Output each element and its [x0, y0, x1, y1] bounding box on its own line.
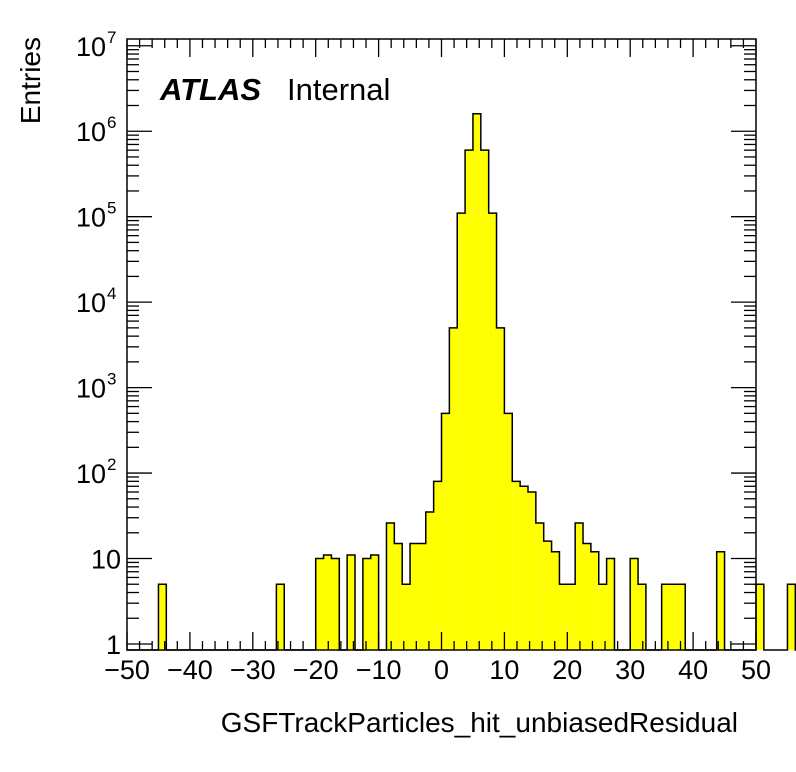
y-tick-base: 1	[106, 630, 121, 660]
y-tick-label: 10 6	[76, 113, 117, 147]
histogram-bar	[465, 150, 473, 650]
x-tick-label: 40	[678, 655, 708, 685]
x-axis-tick-labels: −50 −40 −30 −20 −10 0 10 20 30 40 50	[104, 655, 771, 685]
atlas-label: ATLAS	[159, 72, 261, 107]
y-tick-exponent: 6	[107, 113, 116, 132]
histogram-bar	[669, 584, 678, 650]
histogram-bar	[394, 543, 403, 650]
histogram-bar	[496, 327, 505, 650]
y-tick-base: 10	[76, 288, 106, 318]
x-tick-label: −30	[230, 655, 276, 685]
histogram-bar	[417, 543, 426, 650]
histogram-bar	[606, 558, 615, 650]
histogram-bar	[787, 584, 796, 650]
y-tick-base: 10	[76, 374, 106, 404]
x-tick-label: −10	[356, 655, 402, 685]
histogram-bar	[567, 584, 576, 650]
x-tick-label: −50	[104, 655, 150, 685]
histogram-bar	[425, 512, 434, 650]
x-tick-label: 0	[434, 655, 449, 685]
x-tick-label: −40	[167, 655, 213, 685]
y-tick-label: 10 3	[76, 370, 117, 404]
y-tick-base: 10	[76, 203, 106, 233]
histogram-bar	[331, 558, 340, 650]
y-tick-base: 10	[91, 545, 121, 575]
x-axis-title: GSFTrackParticles_hit_unbiasedResidual	[221, 707, 738, 738]
histogram-bar	[504, 413, 513, 650]
histogram-bar	[638, 584, 646, 650]
histogram-bar	[370, 554, 379, 650]
histogram-bar	[362, 558, 371, 650]
histogram-bar	[386, 523, 395, 650]
histogram-bar	[433, 481, 442, 650]
y-tick-base: 10	[76, 32, 106, 62]
y-tick-exponent: 3	[107, 370, 116, 389]
y-tick-exponent: 7	[107, 28, 116, 47]
x-tick-label: −20	[293, 655, 339, 685]
y-tick-label: 10	[91, 545, 121, 575]
histogram-bar	[527, 492, 536, 650]
histogram-bar	[315, 558, 324, 650]
histogram-bar	[457, 213, 466, 650]
histogram-bar	[449, 327, 458, 650]
histogram-bar	[551, 551, 560, 650]
histogram-bar	[480, 150, 489, 650]
x-tick-label: 30	[615, 655, 645, 685]
y-tick-exponent: 2	[107, 455, 116, 474]
histogram-bar	[630, 558, 639, 650]
histogram-bar	[590, 551, 599, 650]
histogram-bar	[276, 584, 285, 650]
y-axis-ticks	[127, 45, 756, 645]
histogram-bar	[677, 584, 686, 650]
y-axis-title: Entries	[15, 37, 46, 124]
histogram-bar	[535, 523, 544, 650]
y-tick-label: 10 2	[76, 455, 117, 489]
histogram-bar	[756, 584, 764, 650]
internal-label: Internal	[287, 72, 390, 107]
y-tick-label: 1	[106, 630, 121, 660]
histogram-bar	[583, 543, 591, 650]
y-tick-base: 10	[76, 459, 106, 489]
x-tick-label: 50	[741, 655, 771, 685]
histogram-bar	[543, 541, 552, 650]
x-axis-ticks	[126, 39, 757, 650]
histogram-bars	[127, 113, 796, 651]
y-tick-base: 10	[76, 117, 106, 147]
y-tick-label: 10 5	[76, 199, 117, 233]
histogram-bar	[402, 584, 411, 650]
histogram-bar	[488, 213, 497, 650]
x-tick-label: 20	[552, 655, 582, 685]
histogram-bar	[575, 523, 584, 650]
y-tick-exponent: 4	[107, 284, 116, 303]
histogram-bar	[598, 584, 607, 650]
histogram-bar	[559, 584, 568, 650]
histogram-bar	[410, 543, 418, 650]
histogram-bar	[347, 554, 356, 650]
histogram-bar	[472, 113, 481, 650]
histogram-bar	[512, 481, 521, 650]
histogram-bar	[661, 584, 670, 650]
histogram-bar	[158, 584, 167, 650]
histogram-bar	[520, 486, 528, 650]
y-tick-label: 10 7	[76, 28, 117, 62]
histogram-bar	[441, 413, 450, 650]
histogram-bar	[716, 551, 725, 650]
y-tick-label: 10 4	[76, 284, 117, 318]
x-tick-label: 10	[489, 655, 519, 685]
histogram-bar	[323, 554, 332, 650]
y-tick-exponent: 5	[107, 199, 116, 218]
